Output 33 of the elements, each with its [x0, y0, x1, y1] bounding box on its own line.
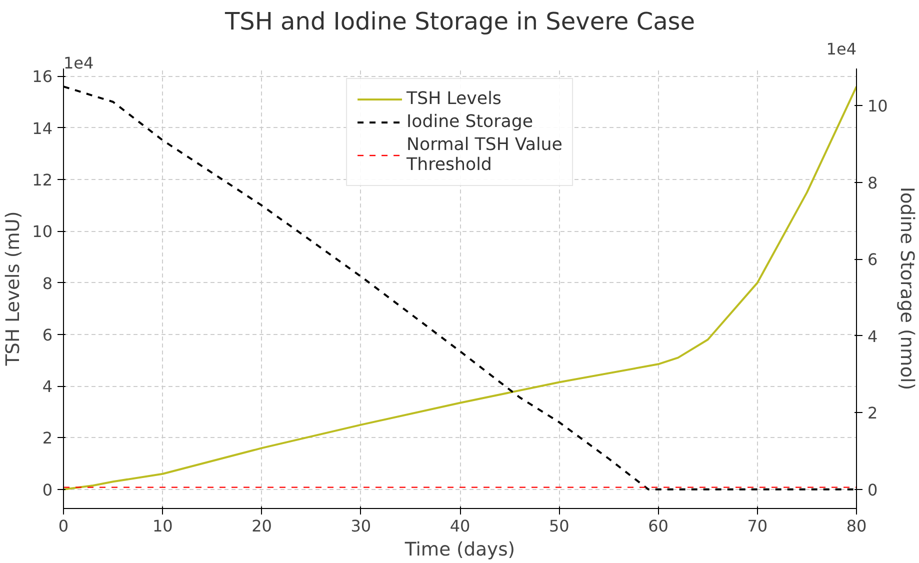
- legend-label: Normal TSH Value Threshold: [406, 135, 562, 175]
- x-tick-label: 40: [450, 516, 470, 536]
- x-tick-label: 10: [152, 516, 173, 536]
- text: 1e4: [826, 40, 856, 58]
- y2-axis-title: Iodine Storage (nmol): [896, 186, 917, 390]
- x-tick-label: 30: [350, 516, 372, 536]
- x-tick-label: 50: [548, 516, 570, 536]
- y-tick-label: 12: [32, 170, 52, 190]
- x-axis-title: Time (days): [404, 540, 516, 560]
- y2-tick-label: 6: [868, 250, 878, 270]
- y-tick-label: 4: [42, 377, 53, 396]
- y-tick-label: 10: [32, 222, 52, 242]
- legend-label: TSH Levels: [406, 89, 502, 109]
- y-axis-title: TSH Levels (mU): [3, 211, 24, 367]
- y-tick-label: 8: [42, 274, 53, 293]
- y2-tick-label: 10: [868, 96, 888, 116]
- chart-title: TSH and Iodine Storage in Severe Case: [224, 8, 696, 36]
- annotation: 1e4: [64, 54, 94, 72]
- y-tick-label: 14: [32, 118, 52, 138]
- legend-label: Iodine Storage: [406, 112, 534, 132]
- y2-tick-label: 4: [868, 326, 878, 346]
- y-tick-label: 2: [42, 428, 53, 448]
- x-tick-label: 60: [648, 516, 668, 536]
- x-tick-label: 0: [58, 516, 69, 536]
- y2-tick-label: 2: [868, 404, 878, 423]
- y2-tick-label: 0: [868, 480, 878, 500]
- x-tick-label: 80: [846, 516, 867, 536]
- x-tick-label: 70: [747, 516, 768, 536]
- y2-tick-label: 8: [868, 173, 878, 192]
- x-tick-label: 20: [252, 516, 272, 536]
- y-tick-label: 16: [32, 67, 52, 86]
- y-tick-label: 6: [42, 325, 53, 344]
- y-tick-label: 0: [42, 480, 53, 500]
